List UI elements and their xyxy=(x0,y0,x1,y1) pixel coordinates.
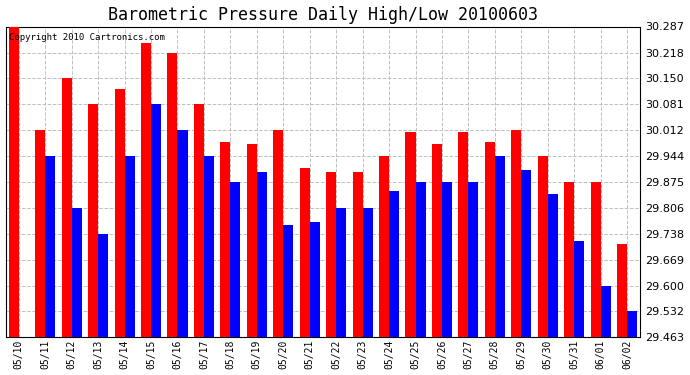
Bar xyxy=(379,156,389,337)
Bar xyxy=(442,182,452,337)
Bar xyxy=(574,241,584,337)
Bar xyxy=(458,132,469,337)
Bar xyxy=(46,156,55,337)
Bar xyxy=(406,132,415,337)
Bar xyxy=(601,286,611,337)
Bar xyxy=(204,156,214,337)
Bar xyxy=(88,104,98,337)
Bar xyxy=(125,156,135,337)
Bar xyxy=(627,311,637,337)
Bar xyxy=(61,78,72,337)
Bar xyxy=(141,43,151,337)
Bar xyxy=(35,130,46,337)
Bar xyxy=(432,144,442,337)
Bar xyxy=(495,156,505,337)
Bar xyxy=(177,130,188,337)
Bar xyxy=(485,142,495,337)
Bar xyxy=(538,156,548,337)
Bar xyxy=(336,208,346,337)
Bar xyxy=(151,104,161,337)
Bar xyxy=(564,182,574,337)
Bar xyxy=(72,208,81,337)
Bar xyxy=(353,172,363,337)
Bar xyxy=(299,168,310,337)
Bar xyxy=(363,208,373,337)
Bar xyxy=(247,144,257,337)
Bar xyxy=(9,27,19,337)
Bar xyxy=(194,104,204,337)
Bar xyxy=(389,191,399,337)
Bar xyxy=(591,182,601,337)
Bar xyxy=(115,90,125,337)
Bar xyxy=(284,225,293,337)
Bar xyxy=(98,234,108,337)
Bar xyxy=(511,130,522,337)
Bar xyxy=(469,182,478,337)
Bar xyxy=(273,130,284,337)
Bar xyxy=(326,172,336,337)
Bar xyxy=(415,182,426,337)
Bar xyxy=(548,194,558,337)
Bar xyxy=(522,170,531,337)
Bar xyxy=(257,172,267,337)
Title: Barometric Pressure Daily High/Low 20100603: Barometric Pressure Daily High/Low 20100… xyxy=(108,6,538,24)
Bar xyxy=(230,182,240,337)
Bar xyxy=(310,222,319,337)
Bar xyxy=(168,53,177,337)
Bar xyxy=(617,244,627,337)
Bar xyxy=(220,142,230,337)
Text: Copyright 2010 Cartronics.com: Copyright 2010 Cartronics.com xyxy=(9,33,165,42)
